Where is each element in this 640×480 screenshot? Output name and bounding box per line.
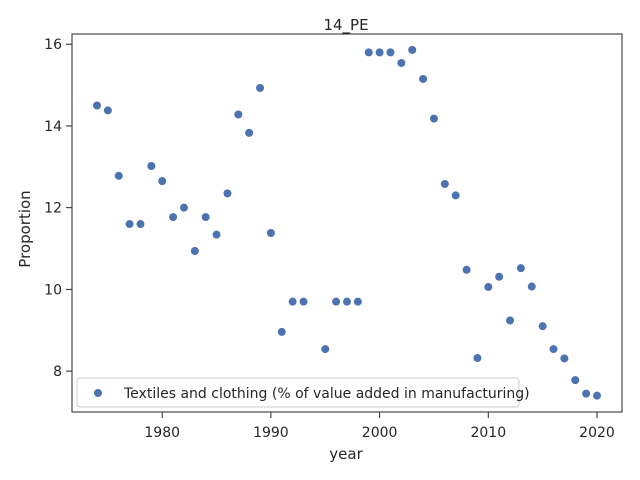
x-tick-label: 2020 (579, 425, 615, 441)
data-point (288, 297, 297, 306)
data-point (190, 246, 199, 255)
data-point (169, 213, 178, 222)
legend-marker (94, 389, 102, 397)
data-point (201, 213, 210, 222)
data-point (364, 48, 373, 57)
data-point (408, 45, 417, 54)
data-point (266, 229, 275, 238)
y-tick-label: 16 (44, 37, 62, 53)
data-point (299, 297, 308, 306)
data-point (593, 391, 601, 400)
data-point (277, 327, 286, 336)
data-point (158, 177, 167, 186)
data-point (495, 272, 504, 281)
plot-frame (71, 33, 623, 413)
data-point (473, 354, 482, 363)
data-point (212, 230, 221, 239)
data-point (571, 376, 580, 385)
y-tick-label: 8 (53, 364, 62, 380)
data-point (527, 282, 536, 291)
data-point (245, 128, 254, 137)
x-axis-title: year (329, 445, 363, 463)
data-point (375, 48, 384, 57)
y-axis-title: Proportion (16, 190, 34, 267)
data-point (321, 345, 330, 354)
data-point (179, 203, 188, 212)
data-point (538, 322, 547, 331)
x-axis: 1980 1990 2000 2010 2020 (144, 412, 615, 441)
y-axis: 8 10 12 14 16 (44, 37, 72, 380)
data-point (516, 264, 525, 273)
data-point (429, 114, 438, 123)
data-point (484, 282, 493, 291)
data-point (440, 179, 449, 188)
data-point (223, 189, 232, 198)
y-tick-label: 12 (44, 201, 62, 217)
x-tick-label: 1990 (253, 425, 289, 441)
data-point (256, 83, 265, 92)
data-point (549, 345, 558, 354)
data-point (386, 48, 395, 57)
data-point (506, 316, 515, 325)
y-tick-label: 14 (44, 119, 62, 135)
legend-label: Textiles and clothing (% of value added … (123, 386, 530, 402)
data-point (234, 110, 243, 119)
legend-box (76, 377, 520, 408)
data-points (93, 45, 601, 400)
data-point (462, 265, 471, 274)
legend: Textiles and clothing (% of value added … (76, 377, 530, 408)
data-point (136, 220, 145, 229)
data-point (560, 354, 569, 363)
chart-title: 14_PE (323, 16, 368, 35)
data-point (147, 161, 156, 170)
x-tick-label: 2010 (470, 425, 506, 441)
y-tick-label: 10 (44, 282, 62, 298)
data-point (114, 171, 123, 180)
data-point (582, 389, 591, 398)
data-point (397, 59, 406, 68)
data-point (419, 74, 428, 83)
data-point (343, 297, 351, 306)
data-point (103, 106, 112, 115)
x-tick-label: 2000 (362, 425, 398, 441)
x-tick-label: 1980 (144, 425, 180, 441)
data-point (125, 220, 134, 229)
data-point (353, 297, 362, 306)
data-point (332, 297, 341, 306)
data-point (93, 101, 101, 110)
data-point (451, 191, 460, 200)
